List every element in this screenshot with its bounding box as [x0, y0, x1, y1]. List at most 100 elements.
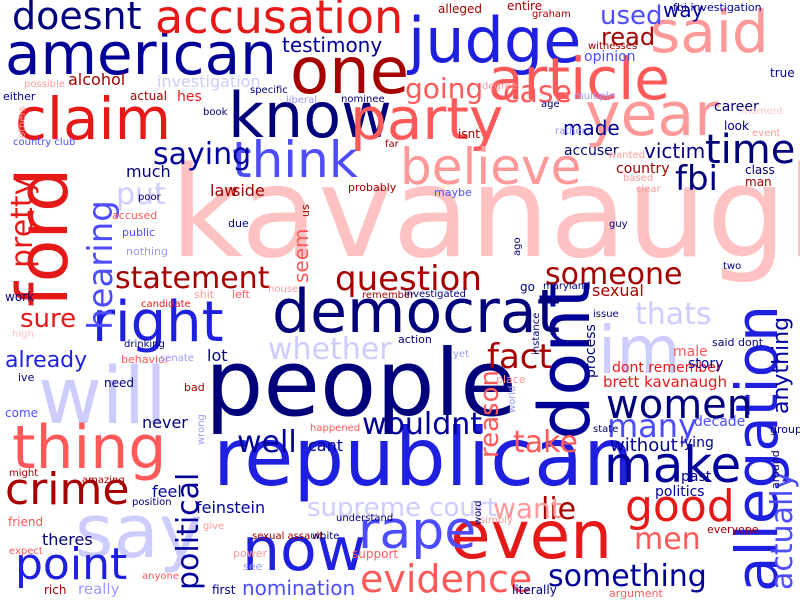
word-pretty: pretty	[5, 177, 40, 268]
word-need: need	[104, 376, 134, 390]
word-year: year	[585, 80, 719, 150]
word-fact: fact	[487, 337, 552, 377]
word-side: side	[232, 181, 265, 200]
word-cant: cant	[308, 436, 344, 455]
word-either: either	[3, 90, 36, 103]
word-sure: sure	[20, 304, 77, 334]
word-nomination: nomination	[242, 576, 356, 600]
word-supreme-court: supreme court	[307, 493, 497, 523]
word-whether: whether	[268, 332, 392, 367]
word-american: american	[5, 20, 277, 88]
word-investigation: investigation	[157, 72, 261, 91]
word-amazing: amazing	[82, 475, 125, 486]
word-theres: theres	[42, 530, 93, 549]
word-decade: decade	[694, 414, 746, 430]
word-right: right	[92, 290, 224, 355]
word-actually: actually	[765, 471, 800, 590]
word-law: law	[210, 181, 238, 200]
word-friend: friend	[8, 515, 44, 529]
word-work: work	[5, 290, 35, 304]
word-want: want	[493, 492, 562, 525]
word-graham: graham	[532, 9, 571, 20]
word-accuser: accuser	[564, 143, 619, 159]
word-ago: ago	[512, 237, 523, 256]
word-nominee: nominee	[341, 94, 385, 105]
word-shit: shit	[194, 288, 215, 301]
word-rape: rape	[358, 501, 477, 561]
word-put: put	[116, 177, 166, 212]
word-action: action	[398, 333, 432, 346]
word-case: case	[503, 75, 572, 110]
word-first: first	[212, 583, 236, 597]
word-men: men	[634, 522, 701, 557]
word-based: based	[623, 173, 654, 184]
word-come: come	[5, 406, 39, 420]
word-crime: crime	[5, 464, 130, 515]
word-way: way	[663, 0, 704, 22]
word-said: said	[650, 0, 769, 66]
word-look: look	[724, 119, 749, 133]
word-position: position	[132, 497, 172, 508]
word-wanted: wanted	[608, 150, 646, 161]
word-might: might	[9, 468, 39, 479]
word-issue: issue	[593, 309, 619, 320]
word-high: high	[12, 329, 34, 340]
word-lying: lying	[680, 435, 714, 451]
word-take: take	[513, 425, 578, 460]
word-fbi: fbi	[675, 159, 718, 199]
word-maryland: maryland	[543, 281, 591, 292]
word-doesnt: doesnt	[12, 0, 142, 38]
word-give: give	[203, 521, 225, 532]
word-clear: clear	[636, 184, 661, 195]
word-multiple: multiple	[574, 91, 615, 102]
word-really: really	[78, 580, 120, 598]
word-wouldnt: wouldnt	[362, 407, 483, 442]
word-well: well	[237, 425, 297, 460]
word-already: already	[5, 348, 88, 373]
word-support: support	[352, 547, 399, 561]
word-specific: specific	[250, 85, 288, 96]
word-believe: believe	[400, 138, 582, 196]
word-class: class	[745, 163, 775, 177]
word-make: make	[604, 436, 742, 494]
word-never: never	[142, 413, 188, 432]
word-wrong: wrong	[196, 414, 207, 445]
word-evidence: evidence	[360, 557, 533, 600]
word-remember: remember	[362, 290, 415, 301]
word-simply: simply	[480, 515, 513, 526]
word-understand: understand	[336, 513, 394, 524]
word-public: public	[122, 226, 156, 239]
word-seem: seem	[289, 228, 313, 283]
word-guy: guy	[609, 219, 628, 230]
word-maybe: maybe	[434, 186, 472, 199]
word-possible: possible	[24, 79, 65, 90]
word-anything: anything	[769, 316, 794, 414]
word-question: question	[335, 259, 482, 299]
word-senate: senate	[160, 353, 194, 364]
word-past: past	[681, 469, 712, 485]
word-white: white	[312, 531, 340, 542]
word-much: much	[126, 162, 171, 181]
word-read: read	[601, 23, 656, 51]
word-entire: entire	[507, 0, 543, 13]
word-see: see	[243, 560, 263, 573]
word-republican: republican	[213, 411, 634, 504]
word-alleged: alleged	[438, 2, 483, 16]
word-power: power	[233, 547, 267, 560]
word-anyone: anyone	[142, 571, 179, 582]
word-bad: bad	[184, 381, 205, 394]
word-fbi-investigation: fbi investigation	[673, 1, 762, 14]
word-accused: accused	[112, 209, 158, 222]
word-without: without	[610, 435, 678, 456]
word-country-club: country club	[13, 137, 76, 148]
word-rather: rather	[555, 126, 586, 137]
word-around: around	[769, 450, 782, 489]
word-place: place	[496, 373, 526, 386]
word-know: know	[228, 79, 392, 152]
word-thats: thats	[635, 297, 712, 332]
word-candidate: candidate	[141, 299, 191, 310]
word-one: one	[290, 35, 410, 109]
word-sexual: sexual	[592, 281, 644, 300]
word-everyone: everyone	[707, 523, 759, 536]
